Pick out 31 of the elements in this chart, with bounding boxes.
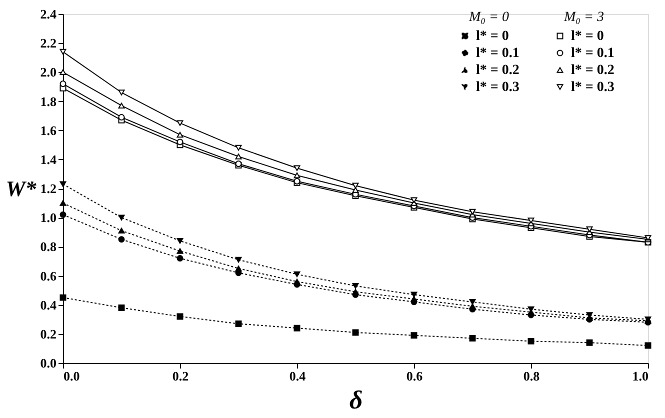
y-tick-label: 0.4 [40, 297, 57, 312]
y-tick-label: 2.0 [40, 64, 56, 80]
text: M₀ = 3 [564, 10, 604, 25]
text: M₀ = 0 [469, 10, 509, 25]
x-tick-label: 0.4 [289, 368, 306, 384]
x-tick-label: 1.0 [632, 368, 648, 384]
legend-label: l* = 0.3 [571, 80, 614, 95]
legend-label: l* = 0 [571, 29, 604, 44]
y-tick-label: 0.6 [40, 268, 57, 284]
y-tick-label: 1.4 [40, 152, 57, 167]
y-tick-label: 2.4 [40, 6, 57, 22]
legend-label: l* = 0.2 [476, 63, 520, 78]
x-axis-title: δ [349, 386, 363, 414]
y-tick-label: 0.0 [40, 356, 56, 370]
y-tick-label: 0.8 [40, 239, 57, 254]
y-tick-label: 1.6 [40, 122, 57, 138]
legend-label: l* = 0.1 [476, 46, 520, 61]
legend-label: l* = 0.2 [571, 63, 614, 78]
y-axis-title: W* [6, 176, 38, 201]
x-tick-label: 0.0 [64, 368, 80, 384]
legend-label: l* = 0.1 [571, 46, 614, 61]
y-tick-label: 1.0 [40, 210, 56, 226]
y-tick-label: 2.2 [40, 36, 56, 51]
x-tick-label: 0.8 [523, 368, 540, 384]
y-tick-label: 1.8 [40, 94, 57, 109]
x-tick-label: 0.2 [172, 368, 189, 384]
x-tick-label: 0.6 [406, 368, 424, 384]
legend-label: l* = 0.3 [476, 80, 520, 95]
y-tick-label: 1.2 [40, 181, 56, 196]
legend-label: l* = 0 [476, 29, 509, 44]
y-tick-label: 0.2 [40, 326, 56, 342]
